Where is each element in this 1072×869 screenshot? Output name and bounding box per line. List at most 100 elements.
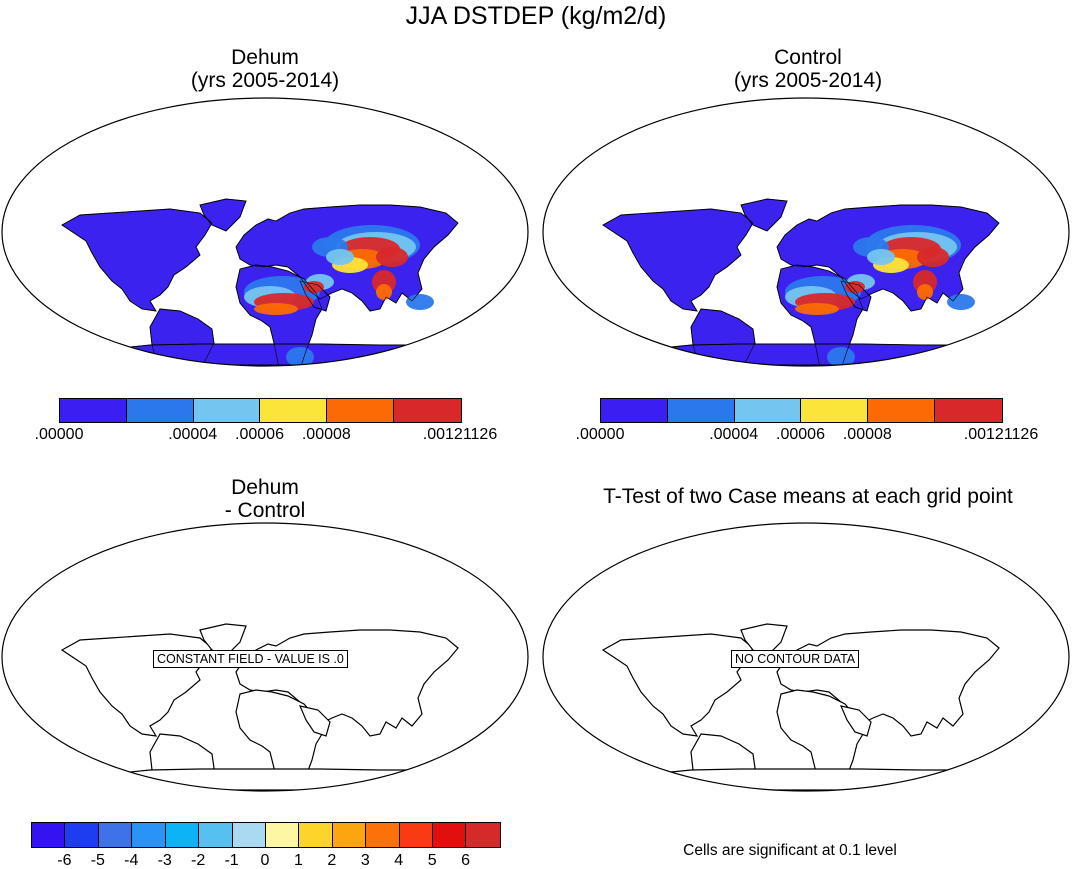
continent-antarctica: [109, 768, 471, 791]
continent-greenland: [199, 623, 247, 657]
map-boundary: [542, 97, 1070, 367]
map-dehum: [1, 97, 529, 369]
colorbar-swatch: [332, 823, 367, 847]
coastline-north-america: [61, 208, 213, 312]
colorbar-dehum: [59, 398, 462, 423]
panel-ttest-title: T-Test of two Case means at each grid po…: [603, 485, 1013, 508]
colorbar-swatch: [734, 399, 802, 422]
colorbar-tick-label: -2: [191, 852, 206, 869]
figure-title: JJA DSTDEP (kg/m2/d): [405, 2, 667, 30]
colorbar-swatch: [399, 823, 434, 847]
coastline-australia: [417, 338, 481, 366]
colorbar-swatch: [260, 399, 328, 422]
panel-dehum-title: Dehum (yrs 2005-2014): [130, 46, 400, 92]
colorbar-tick-label: .00008: [842, 426, 892, 443]
significance-note: Cells are significant at 0.1 level: [683, 842, 897, 859]
colorbar-tick-label: -1: [224, 852, 239, 869]
colorbar-swatch: [98, 823, 133, 847]
colorbar-tick-label: .00004: [709, 426, 759, 443]
colorbar-tick-label: -5: [90, 852, 105, 869]
colorbar-swatch: [801, 399, 869, 422]
colorbar-swatch: [126, 399, 194, 422]
field-cell: [376, 284, 392, 300]
constant-field-message: CONSTANT FIELD - VALUE IS .0: [153, 650, 348, 668]
colorbar-swatch: [299, 823, 333, 847]
panel-control-title: Control (yrs 2005-2014): [673, 46, 943, 92]
colorbar-tick-label: -4: [124, 852, 139, 869]
continent-australia: [958, 763, 1022, 791]
colorbar-swatch: [868, 399, 936, 422]
colorbar-tick-label: .00006: [776, 426, 825, 443]
colorbar-tick-label: 3: [360, 852, 370, 869]
colorbar-swatch: [667, 399, 735, 422]
colorbar-tick-label: .00121126: [963, 426, 1039, 443]
colorbar-difference: [31, 822, 501, 848]
colorbar-swatch: [232, 823, 266, 847]
coastline-australia: [958, 338, 1022, 366]
panel-dehum-title-line1: Dehum: [231, 46, 299, 69]
colorbar-control: [600, 398, 1003, 423]
colorbar-swatch: [601, 399, 668, 422]
colorbar-tick-label: .00000: [34, 426, 84, 443]
colorbar-tick-label: .00121126: [422, 426, 498, 443]
colorbar-swatch: [433, 823, 467, 847]
coastline-africa: [776, 264, 864, 366]
map-boundary: [542, 522, 1070, 792]
coastline-greenland: [740, 198, 788, 232]
continent-australia: [417, 763, 481, 791]
coastline-arabia: [840, 280, 872, 312]
field-cell: [827, 347, 855, 366]
field-cell: [326, 249, 354, 265]
colorbar-swatch: [60, 399, 127, 422]
colorbar-swatch: [366, 823, 400, 847]
panel-dehum-title-line2: (yrs 2005-2014): [190, 69, 340, 92]
colorbar-tick-label: .00006: [235, 426, 284, 443]
continent-greenland: [740, 623, 788, 657]
coastline-north-america: [602, 208, 754, 312]
map-boundary: [1, 522, 529, 792]
colorbar-tick-label: 2: [327, 852, 337, 869]
coastline-arabia: [299, 280, 331, 312]
colorbar-tick-label: 4: [394, 852, 404, 869]
colorbar-tick-label: 0: [260, 852, 270, 869]
colorbar-swatch: [165, 823, 200, 847]
colorbar-swatch: [132, 823, 166, 847]
colorbar-tick-label: .00000: [575, 426, 625, 443]
field-cell: [795, 303, 839, 315]
dust-deposition-field: [785, 225, 1021, 369]
field-cell: [406, 294, 434, 310]
field-cell: [917, 247, 949, 267]
field-cell: [947, 294, 975, 310]
continent-antarctica: [650, 768, 1012, 791]
colorbar-tick-label: -3: [157, 852, 172, 869]
field-cell: [286, 367, 298, 369]
field-cell: [827, 367, 839, 369]
colorbar-tick-label: -6: [57, 852, 72, 869]
colorbar-swatch: [466, 823, 500, 847]
continent-australia: [417, 338, 481, 366]
map-boundary: [1, 97, 529, 367]
colorbar-swatch: [199, 823, 233, 847]
field-cell: [286, 347, 314, 366]
no-contour-message: NO CONTOUR DATA: [731, 650, 860, 668]
continent-arabia: [839, 705, 872, 737]
field-cell: [376, 247, 408, 267]
panel-control-title-line2: (yrs 2005-2014): [733, 69, 883, 92]
colorbar-tick-label: .00004: [168, 426, 218, 443]
map-control: [542, 97, 1070, 369]
panel-diff-title-line2: - Control: [224, 499, 306, 522]
colorbar-swatch: [193, 399, 261, 422]
coastline-greenland: [199, 198, 247, 232]
panel-diff-title-line1: Dehum: [231, 476, 299, 499]
panel-diff-title: Dehum - Control: [130, 476, 400, 522]
colorbar-tick-label: 1: [293, 852, 303, 869]
continent-north-america: [601, 633, 754, 737]
colorbar-swatch: [394, 399, 461, 422]
colorbar-swatch: [65, 823, 99, 847]
continent-australia: [958, 338, 1022, 366]
field-cell: [254, 303, 298, 315]
dust-deposition-field: [244, 225, 480, 369]
field-cell: [460, 321, 480, 337]
colorbar-swatch: [265, 823, 300, 847]
coastline-africa: [235, 264, 323, 366]
